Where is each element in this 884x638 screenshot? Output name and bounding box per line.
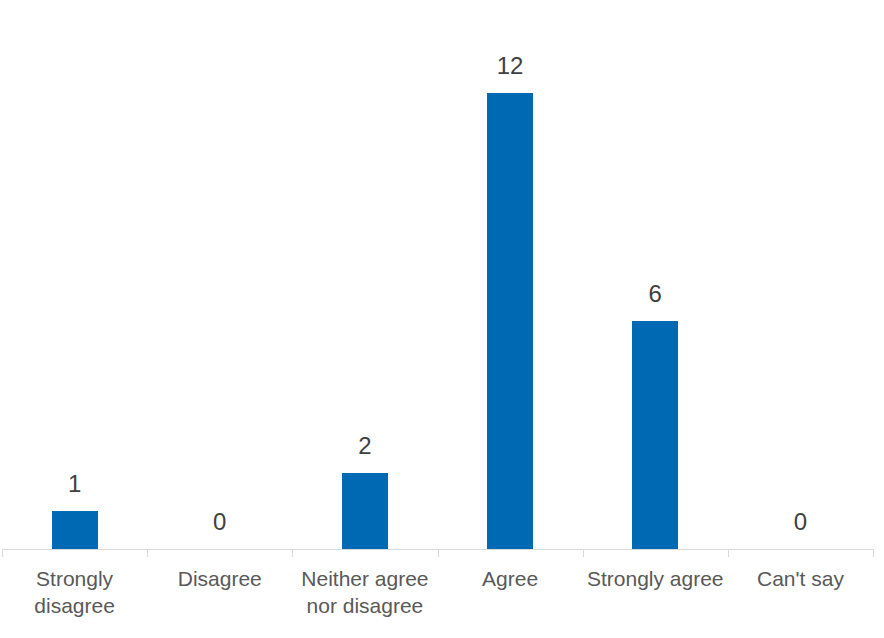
bar-column: 0 xyxy=(728,0,873,549)
x-axis-labels: Strongly disagreeDisagreeNeither agree n… xyxy=(2,550,873,619)
axis-tick xyxy=(2,549,3,557)
bar xyxy=(52,511,98,549)
bar-column: 0 xyxy=(147,0,292,549)
bar-value-label: 1 xyxy=(2,470,147,498)
axis-tick xyxy=(873,549,874,557)
bar-chart: 1021260 Strongly disagreeDisagreeNeither… xyxy=(0,0,884,638)
category-label: Neither agree nor disagree xyxy=(292,550,437,619)
bar xyxy=(632,321,678,549)
axis-tick xyxy=(583,549,584,557)
axis-tick xyxy=(438,549,439,557)
category-label: Strongly agree xyxy=(583,550,728,619)
axis-tick xyxy=(292,549,293,557)
bar xyxy=(342,473,388,549)
category-label: Strongly disagree xyxy=(2,550,147,619)
bar-value-label: 6 xyxy=(583,280,728,308)
axis-tick xyxy=(147,549,148,557)
bar-column: 2 xyxy=(292,0,437,549)
bar-value-label: 0 xyxy=(728,508,873,536)
bar-value-label: 12 xyxy=(438,52,583,80)
bar-column: 1 xyxy=(2,0,147,549)
bar-column: 6 xyxy=(583,0,728,549)
bar-value-label: 0 xyxy=(147,508,292,536)
plot-area: 1021260 xyxy=(2,0,873,549)
axis-tick xyxy=(728,549,729,557)
category-label: Can't say xyxy=(728,550,873,619)
bar-column: 12 xyxy=(438,0,583,549)
bar-value-label: 2 xyxy=(292,432,437,460)
category-label: Agree xyxy=(438,550,583,619)
bar xyxy=(487,93,533,549)
category-label: Disagree xyxy=(147,550,292,619)
